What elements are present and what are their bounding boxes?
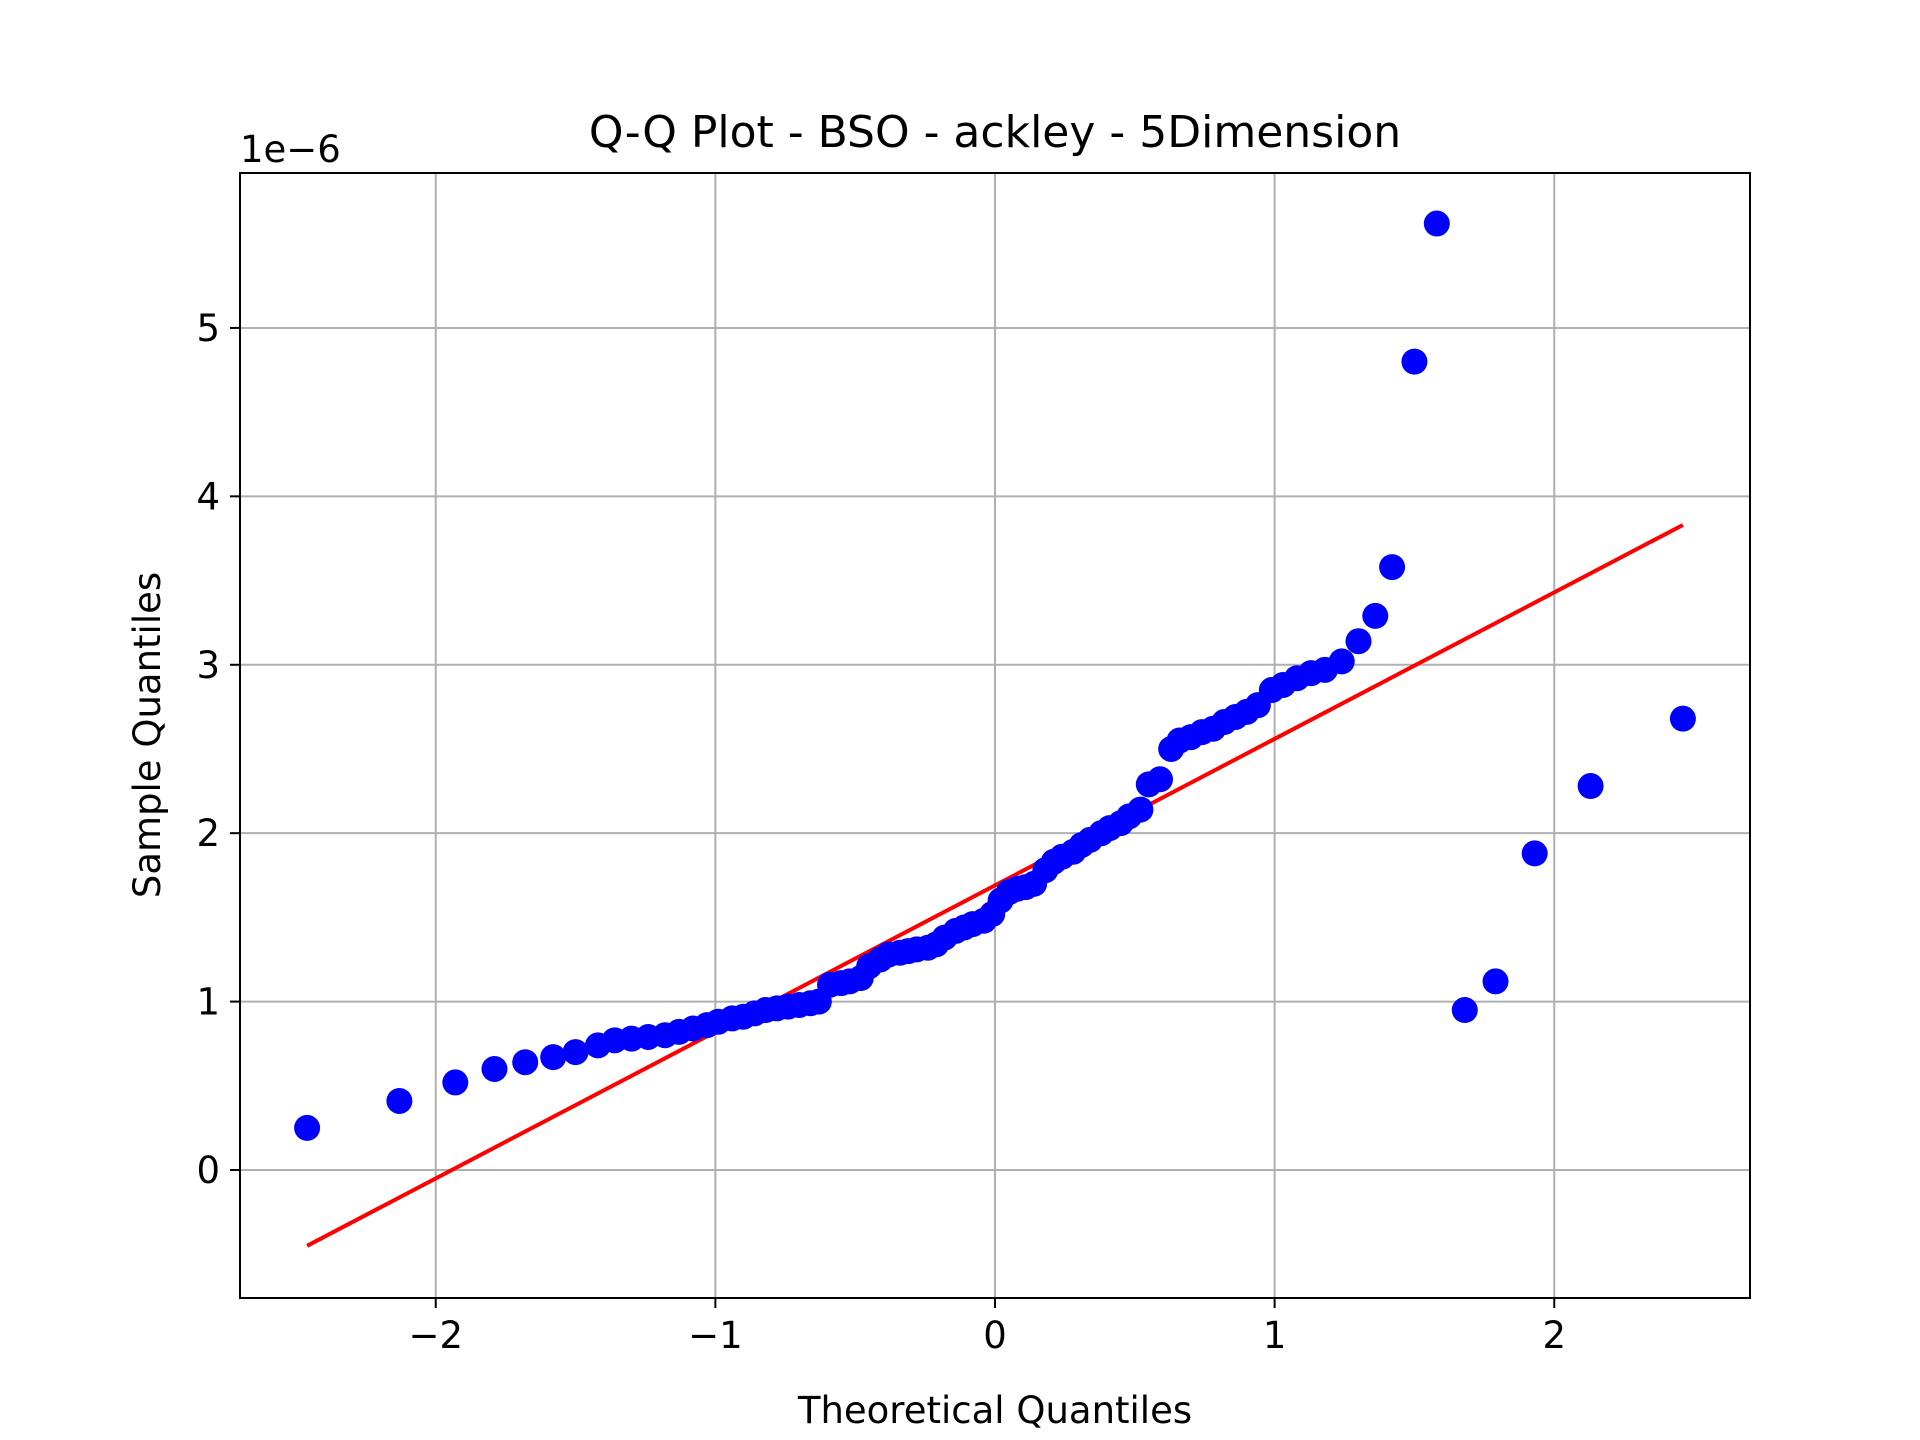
x-tick-label: 1: [1263, 1314, 1287, 1357]
data-point: [1577, 773, 1604, 800]
data-point: [1482, 968, 1509, 995]
reference-line: [306, 523, 1684, 1248]
y-tick-label: 3: [196, 644, 220, 687]
x-tick-label: −1: [688, 1314, 743, 1357]
data-point: [481, 1055, 508, 1082]
data-point: [386, 1087, 413, 1114]
data-point: [1146, 766, 1173, 793]
reference-line-layer: [306, 523, 1684, 1248]
y-tick-label: 4: [196, 475, 220, 518]
data-point: [1401, 348, 1428, 375]
y-tick-label: 0: [196, 1149, 220, 1192]
y-offset-label: 1e−6: [240, 128, 341, 171]
data-point: [1379, 554, 1406, 581]
y-tick-label: 2: [196, 812, 220, 855]
y-tick-label: 1: [196, 981, 220, 1024]
data-point: [512, 1049, 539, 1076]
grid-lines: [240, 173, 1750, 1298]
data-point: [1521, 840, 1548, 867]
data-point: [1127, 796, 1154, 823]
x-tick-label: 0: [983, 1314, 1007, 1357]
x-axis-ticks: −2 −1 0 1 2: [408, 1298, 1566, 1357]
chart-title: Q-Q Plot - BSO - ackley - 5Dimension: [589, 107, 1401, 158]
data-point: [540, 1044, 567, 1071]
y-axis-ticks: 0 1 2 3 4 5: [196, 307, 240, 1192]
data-point: [1362, 602, 1389, 629]
data-point: [1669, 705, 1696, 732]
x-tick-label: −2: [408, 1314, 463, 1357]
data-point: [1328, 648, 1355, 675]
data-point: [442, 1069, 469, 1096]
data-point: [562, 1039, 589, 1066]
y-axis-label: Sample Quantiles: [126, 572, 169, 898]
data-points: [294, 210, 1696, 1141]
data-point: [294, 1114, 321, 1141]
x-tick-label: 2: [1542, 1314, 1566, 1357]
data-point: [1345, 628, 1372, 655]
data-point: [1423, 210, 1450, 237]
y-tick-label: 5: [196, 307, 220, 350]
x-axis-label: Theoretical Quantiles: [797, 1389, 1192, 1432]
data-point: [1451, 997, 1478, 1024]
